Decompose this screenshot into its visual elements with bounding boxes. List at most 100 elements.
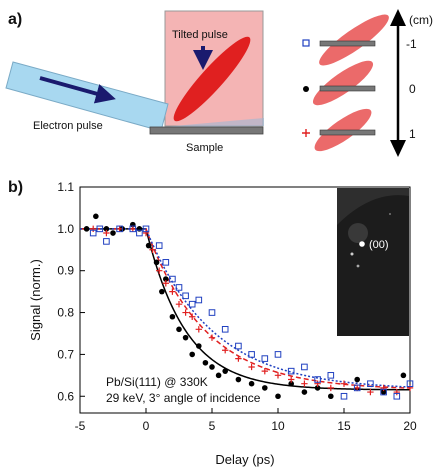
data-point-square: [287, 367, 295, 375]
data-point-plus: [380, 384, 387, 392]
data-point-dot: [196, 343, 202, 349]
marker-dot: [303, 86, 309, 92]
data-point-square: [301, 363, 308, 371]
data-point-square: [235, 342, 242, 350]
data-point-square: [314, 376, 321, 383]
data-point-square: [274, 351, 282, 358]
data-point-square: [195, 296, 203, 304]
y-tick-label: 0.6: [57, 389, 74, 403]
data-point-square: [340, 392, 348, 400]
data-point-square: [96, 225, 104, 233]
data-point-plus: [103, 229, 110, 237]
data-point-plus: [129, 225, 136, 233]
sample-label: Sample: [186, 142, 223, 154]
data-point-dot: [400, 372, 407, 379]
data-point-dot: [215, 372, 222, 379]
data-point-square: [221, 325, 229, 333]
data-point-dot: [288, 380, 295, 387]
data-point-square: [367, 380, 374, 388]
data-point-square: [188, 300, 196, 308]
data-point-plus: [261, 367, 268, 375]
data-point-plus: [162, 280, 169, 287]
data-point-dot: [159, 288, 165, 295]
data-point-dot: [153, 259, 160, 266]
x-tick-label: 5: [209, 419, 216, 433]
pulse-position-diagram: (cm) -1 0 1: [302, 9, 433, 157]
data-point-plus: [327, 384, 334, 392]
data-point-plus: [142, 229, 150, 237]
data-point-dot: [301, 389, 308, 395]
data-point-plus: [248, 363, 255, 371]
y-tick-label: 0.8: [57, 306, 74, 320]
x-tick-label: 15: [337, 419, 351, 433]
data-point-plus: [235, 355, 242, 362]
sample-bar-middle: [319, 85, 376, 92]
data-point-dot: [169, 313, 176, 320]
panel-a-label: a): [8, 11, 22, 28]
tilted-pulse-label: Tilted pulse: [172, 29, 228, 41]
data-point-dot: [222, 368, 228, 374]
data-point-plus: [175, 300, 183, 308]
annotation-line1: Pb/Si(111) @ 330K: [106, 375, 208, 389]
axis-arrow-up-icon: [390, 9, 406, 26]
x-tick-label: -5: [75, 419, 86, 433]
data-point-plus: [182, 309, 189, 316]
data-point-plus: [156, 267, 163, 274]
pulse-ellipse-top: [319, 14, 389, 66]
fit-curve-square: [80, 228, 411, 388]
data-point-plus: [90, 225, 97, 233]
data-point-plus: [195, 326, 202, 333]
position-label-middle: 0: [409, 82, 416, 96]
data-point-plus: [301, 380, 308, 387]
data-point-square: [327, 372, 335, 379]
inset-spot-secondary: [350, 252, 354, 256]
data-point-plus: [116, 225, 123, 233]
position-label-bottom: 1: [409, 127, 416, 141]
data-point-square: [208, 309, 216, 316]
electron-direction-arrow: [39, 76, 116, 104]
data-point-square: [169, 275, 176, 283]
data-point-dot: [176, 326, 182, 333]
data-point-square: [116, 225, 123, 233]
data-point-plus: [274, 372, 282, 379]
y-tick-label: 1.1: [57, 180, 74, 194]
data-point-dot: [145, 242, 152, 249]
annotation-line2: 29 keV, 3° angle of incidence: [106, 391, 261, 405]
data-point-plus: [340, 380, 348, 387]
data-point-square: [380, 388, 387, 396]
position-label-top: -1: [406, 37, 417, 51]
data-point-square: [162, 259, 170, 266]
axis-unit: (cm): [409, 13, 433, 27]
chart-points: [83, 213, 414, 400]
data-point-plus: [367, 388, 374, 396]
panel-b: b) (00) -5 0 5 10 15 20 0.6 0.7 0.8 0.9 1.0 1.1 Pb/…: [8, 179, 417, 467]
data-point-dot: [189, 351, 195, 358]
tilted-pulse: [173, 36, 251, 122]
data-point-plus: [222, 347, 229, 354]
beam-reflection: [158, 118, 264, 127]
y-tick-label: 0.7: [57, 347, 74, 361]
data-point-dot: [202, 359, 209, 366]
sample-plate: [149, 126, 264, 135]
data-point-square: [155, 242, 163, 249]
sample-bar-top: [319, 40, 376, 47]
data-point-square: [353, 384, 361, 392]
y-tick-label: 1.0: [57, 222, 74, 236]
data-point-plus: [393, 388, 400, 396]
data-point-square: [393, 392, 401, 400]
data-point-square: [261, 355, 269, 362]
data-point-dot: [103, 226, 110, 232]
data-point-dot: [354, 376, 361, 383]
data-point-plus: [288, 376, 295, 383]
data-point-dot: [248, 380, 255, 387]
data-point-square: [182, 292, 189, 300]
data-point-square: [89, 229, 97, 237]
axis-arrow-down-icon: [390, 140, 406, 157]
marker-square: [302, 39, 310, 47]
data-point-square: [406, 380, 414, 388]
data-point-dot: [209, 364, 215, 370]
inset-label: (00): [369, 239, 389, 251]
marker-plus: [302, 129, 310, 137]
x-tick-label: 0: [143, 419, 150, 433]
